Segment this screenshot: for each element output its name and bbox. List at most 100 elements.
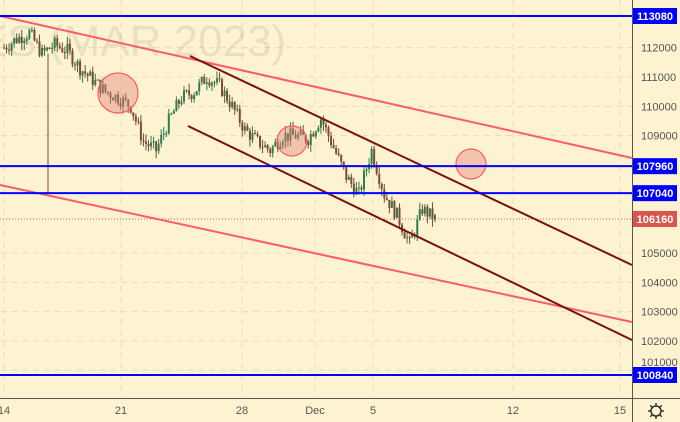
- candle-body: [10, 43, 13, 51]
- candle-body: [421, 209, 424, 214]
- highlight-circle[interactable]: [97, 72, 139, 114]
- candle-body: [43, 47, 46, 51]
- candle-body: [215, 78, 218, 83]
- candle-body: [122, 97, 125, 107]
- candle-body: [190, 95, 193, 99]
- candle-body: [208, 82, 211, 86]
- candle-body: [132, 112, 135, 117]
- candle-body: [363, 170, 366, 190]
- red-channel-upper[interactable]: [0, 15, 633, 159]
- candle-body: [66, 43, 69, 53]
- candle-body: [340, 155, 343, 162]
- candle-body: [180, 101, 183, 104]
- candle-body: [253, 133, 256, 135]
- candle-body: [274, 142, 277, 147]
- candle-body: [365, 169, 368, 171]
- candle-body: [96, 79, 99, 81]
- candle-body: [231, 102, 234, 108]
- candle-body: [124, 97, 127, 100]
- candle-body: [360, 187, 363, 190]
- candle-body: [112, 97, 115, 101]
- candle-body: [406, 237, 409, 239]
- time-tick-label: 12: [507, 405, 519, 417]
- candle-body: [347, 176, 350, 180]
- candle-body: [127, 99, 130, 107]
- candle-body: [134, 116, 137, 122]
- candle-body: [106, 91, 109, 94]
- candle-body: [431, 208, 434, 220]
- candle-body: [408, 237, 411, 239]
- last-price-badge: [633, 210, 677, 227]
- candle-body: [355, 187, 358, 195]
- candle-body: [403, 232, 406, 239]
- candle-body: [324, 124, 327, 128]
- candle-body: [79, 61, 82, 76]
- candle-body: [395, 207, 398, 218]
- candle-body: [63, 52, 66, 54]
- time-axis[interactable]: 14 21 28 Dec 5 12 15: [0, 405, 626, 417]
- dark-channel-upper[interactable]: [189, 55, 633, 266]
- horizontal-levels: 113080 107960 107040 100840 106160: [0, 8, 677, 383]
- candle-body: [114, 94, 117, 101]
- price-tick-label: 110000: [641, 101, 677, 113]
- candle-body: [205, 82, 208, 84]
- candle-body: [332, 145, 335, 148]
- candle-body: [393, 201, 396, 218]
- level-price-label: 107040: [637, 188, 674, 200]
- candle-body: [117, 94, 120, 104]
- red-channel-lower[interactable]: [0, 184, 633, 323]
- candle-body: [137, 121, 140, 123]
- candle-body: [256, 133, 259, 136]
- candle-body: [281, 141, 284, 146]
- candle-body: [139, 121, 142, 141]
- candle-body: [155, 141, 158, 152]
- candle-body: [172, 111, 175, 114]
- candle-body: [28, 30, 31, 39]
- candle-body: [58, 45, 61, 48]
- candle-body: [84, 71, 87, 74]
- candle-body: [56, 38, 59, 46]
- candle-body: [385, 198, 388, 200]
- candle-body: [185, 90, 188, 92]
- gear-icon[interactable]: [648, 403, 664, 419]
- price-tick-label: 102000: [641, 336, 678, 348]
- candle-body: [357, 187, 360, 189]
- level-price-badge: [633, 185, 677, 202]
- candle-body: [418, 209, 421, 220]
- candle-body: [198, 82, 201, 92]
- candle-body: [330, 136, 333, 146]
- time-tick-label: 28: [236, 405, 248, 417]
- candle-body: [91, 71, 94, 86]
- candle-body: [428, 208, 431, 217]
- highlight-circle[interactable]: [455, 148, 487, 180]
- candle-body: [89, 71, 92, 76]
- candle-body: [81, 71, 84, 76]
- candle-body: [228, 101, 231, 108]
- candle-body: [236, 108, 239, 110]
- candle-body: [5, 47, 8, 50]
- candle-body: [23, 40, 26, 44]
- candle-body: [18, 36, 21, 43]
- candle-body: [266, 145, 269, 150]
- candle-body: [292, 128, 295, 135]
- dark-channel-lower[interactable]: [187, 125, 633, 341]
- candle-body: [304, 134, 307, 142]
- price-axis[interactable]: 112000 111000 110000 109000 105000 104000 1030…: [641, 43, 678, 369]
- candle-body: [426, 206, 429, 217]
- candle-body: [297, 134, 300, 139]
- candle-body: [71, 50, 74, 65]
- candle-body: [61, 47, 64, 53]
- candle-body: [314, 131, 317, 137]
- candle-body: [86, 73, 89, 76]
- candle-body: [241, 122, 244, 131]
- candle-body: [350, 176, 353, 184]
- candle-body: [109, 93, 112, 98]
- candle-body: [200, 77, 203, 83]
- candle-body: [380, 184, 383, 190]
- level-price-badge: [633, 158, 677, 175]
- highlight-circle[interactable]: [276, 125, 308, 157]
- candle-body: [3, 47, 5, 49]
- candle-body: [271, 146, 274, 154]
- candle-body: [51, 47, 54, 49]
